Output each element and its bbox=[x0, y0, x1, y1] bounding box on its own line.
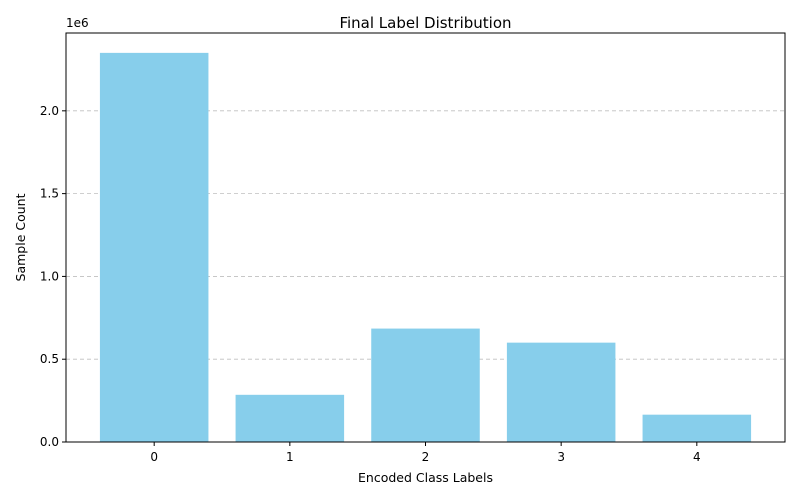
y-tick-label: 0.0 bbox=[40, 435, 59, 449]
bar-1 bbox=[235, 394, 345, 442]
bar-0 bbox=[99, 52, 209, 442]
x-axis-label: Encoded Class Labels bbox=[358, 470, 493, 485]
bar-3 bbox=[506, 342, 616, 442]
bar-2 bbox=[371, 328, 480, 442]
bars bbox=[99, 52, 752, 442]
y-axis-offset-label: 1e6 bbox=[66, 16, 89, 30]
x-tick-label: 0 bbox=[150, 450, 158, 464]
y-tick-label: 1.0 bbox=[40, 269, 59, 283]
x-tick-label: 1 bbox=[286, 450, 294, 464]
bar-4 bbox=[642, 414, 752, 442]
chart-title: Final Label Distribution bbox=[339, 14, 511, 32]
x-tick-label: 4 bbox=[693, 450, 701, 464]
y-tick-label: 2.0 bbox=[40, 104, 59, 118]
x-tick-label: 2 bbox=[422, 450, 430, 464]
y-tick-label: 1.5 bbox=[40, 187, 59, 201]
x-tick-label: 3 bbox=[557, 450, 565, 464]
y-axis-label: Sample Count bbox=[13, 193, 28, 281]
y-axis-ticks: 0.0 0.5 1.0 1.5 2.0 bbox=[40, 104, 66, 449]
y-tick-label: 0.5 bbox=[40, 352, 59, 366]
x-axis-ticks: 0 1 2 3 4 bbox=[150, 442, 701, 464]
